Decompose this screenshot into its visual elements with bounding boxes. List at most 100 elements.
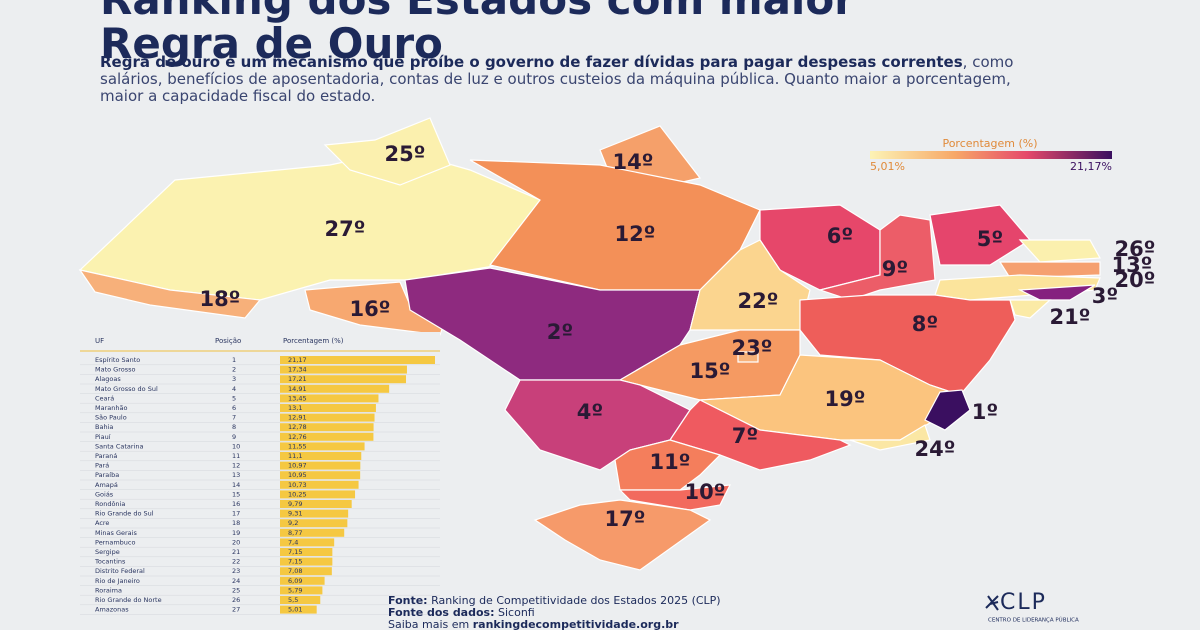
uf: Amapá xyxy=(95,481,118,489)
percentage-bar xyxy=(280,384,390,393)
state xyxy=(849,424,931,451)
more-link[interactable]: rankingdecompetitividade.org.br xyxy=(473,618,679,630)
state xyxy=(533,499,712,571)
state-rank: 16º xyxy=(349,297,390,321)
percentage-bar xyxy=(280,471,361,480)
percentage: 14,91 xyxy=(288,385,307,393)
legend-max: 21,17% xyxy=(1070,160,1112,173)
state-rank: 24º xyxy=(914,437,955,461)
percentage-bar xyxy=(280,596,321,604)
percentage: 12,76 xyxy=(288,433,307,441)
state xyxy=(1018,239,1101,263)
state xyxy=(78,269,262,319)
percentage-bar xyxy=(280,432,374,441)
percentage: 8,77 xyxy=(288,529,302,537)
position: 27 xyxy=(232,606,240,614)
logo-icon xyxy=(985,595,999,611)
percentage: 7,15 xyxy=(288,558,302,566)
percentage: 13,1 xyxy=(288,404,302,412)
state-rank: 9º xyxy=(882,257,908,281)
state xyxy=(817,214,936,301)
position: 14 xyxy=(232,481,240,489)
uf: Rio Grande do Norte xyxy=(95,596,162,604)
position: 24 xyxy=(232,577,240,585)
uf: Sergipe xyxy=(95,548,120,556)
state-rank: 26º xyxy=(1114,237,1155,261)
position: 12 xyxy=(232,462,240,470)
percentage: 21,17 xyxy=(288,356,307,364)
position: 5 xyxy=(232,394,236,402)
percentage-bar xyxy=(280,423,374,432)
percentage-bar xyxy=(280,375,407,384)
legend-title: Porcentagem (%) xyxy=(942,137,1037,150)
position: 1 xyxy=(232,356,236,364)
percentage: 10,97 xyxy=(288,462,307,470)
percentage: 10,73 xyxy=(288,481,307,489)
state-rank: 15º xyxy=(689,359,730,383)
uf: Santa Catarina xyxy=(95,442,143,450)
percentage-bar xyxy=(280,394,379,403)
description-bold: Regra de ouro é um mecanismo que proíbe … xyxy=(100,53,963,71)
state-rank: 23º xyxy=(731,336,772,360)
percentage: 5,79 xyxy=(288,586,302,594)
position: 18 xyxy=(232,519,240,527)
more-label: Saiba mais em xyxy=(388,618,469,630)
percentage: 9,79 xyxy=(288,500,302,508)
percentage-bar xyxy=(280,480,359,489)
percentage: 7,08 xyxy=(288,567,302,575)
percentage-bar xyxy=(280,500,352,508)
position: 15 xyxy=(232,490,240,498)
state-rank: 7º xyxy=(732,424,758,448)
uf: Pará xyxy=(95,462,109,470)
table-header: UF xyxy=(95,337,104,345)
state-rank: 17º xyxy=(604,507,645,531)
state-rank: 5º xyxy=(977,227,1003,251)
position: 9 xyxy=(232,433,236,441)
uf: Pernambuco xyxy=(95,538,135,546)
percentage-bar xyxy=(280,605,317,614)
state xyxy=(799,294,1016,396)
percentage-bar xyxy=(280,452,362,460)
state xyxy=(1009,299,1052,319)
percentage: 10,95 xyxy=(288,471,307,479)
percentage-bar xyxy=(280,586,323,595)
data-source: Siconfi xyxy=(498,606,535,619)
percentage: 13,45 xyxy=(288,394,307,402)
percentage: 17,21 xyxy=(288,375,307,383)
logo: CLP xyxy=(1000,590,1047,615)
percentage-bar xyxy=(280,365,407,374)
logo-subtitle: CENTRO DE LIDERANÇA PÚBLICA xyxy=(988,617,1079,624)
position: 17 xyxy=(232,510,240,518)
state-rank: 11º xyxy=(649,450,690,474)
state xyxy=(737,351,759,363)
uf: Amazonas xyxy=(95,606,129,614)
percentage-bar xyxy=(280,461,361,470)
state-rank: 6º xyxy=(827,224,853,248)
uf: Rondônia xyxy=(95,500,125,508)
percentage-bar xyxy=(280,548,333,556)
state-rank: 18º xyxy=(199,287,240,311)
position: 25 xyxy=(232,586,240,594)
position: 16 xyxy=(232,500,240,508)
percentage-bar xyxy=(280,557,333,566)
percentage: 10,25 xyxy=(288,490,307,498)
state xyxy=(998,261,1101,279)
data-source-label: Fonte dos dados: xyxy=(388,606,495,619)
position: 20 xyxy=(232,538,240,546)
uf: Alagoas xyxy=(95,375,121,383)
state xyxy=(614,439,722,491)
legend: Porcentagem (%) 5,01% 21,17% xyxy=(870,137,1112,173)
table: UF Posição Porcentagem (%)Espírito Santo 1 2… xyxy=(78,332,440,627)
uf: Mato Grosso xyxy=(95,366,135,374)
percentage-bar xyxy=(280,490,356,499)
uf: Paraíba xyxy=(95,471,119,479)
percentage-bar xyxy=(280,538,335,547)
state xyxy=(1017,284,1096,301)
percentage: 12,91 xyxy=(288,414,307,422)
uf: Bahia xyxy=(95,423,113,431)
uf: Maranhão xyxy=(95,404,127,412)
legend-min: 5,01% xyxy=(870,160,905,173)
position: 10 xyxy=(232,442,240,450)
state-rank: 8º xyxy=(912,312,938,336)
